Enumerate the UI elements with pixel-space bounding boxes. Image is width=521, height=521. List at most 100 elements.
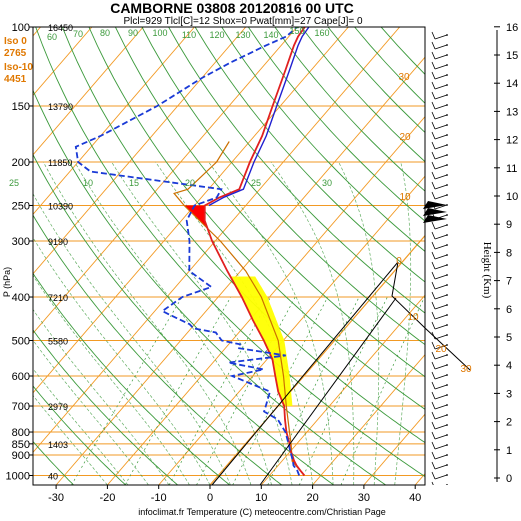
wind-barb-staff	[434, 124, 448, 130]
height-tick-label: 5	[506, 332, 512, 344]
pressure-tick-label: 850	[12, 439, 30, 451]
wind-barb-flag	[431, 81, 436, 90]
wind-barb-staff	[434, 184, 448, 190]
x-axis-label: infoclimat.fr Temperature (C) meteocentr…	[138, 507, 385, 517]
wind-barb-dot	[446, 164, 448, 166]
wind-barb-flag	[431, 161, 436, 170]
wind-barb-staff	[434, 374, 448, 380]
wind-barb-dot	[446, 334, 448, 336]
x-tick-label: 0	[207, 492, 213, 504]
pressure-tick-label: 900	[12, 450, 30, 462]
wind-barb-dot	[446, 344, 448, 346]
isotherm-label: 30	[460, 364, 472, 375]
sounding-curves	[74, 27, 310, 477]
wind-barb-pennant	[423, 201, 447, 209]
level-height-label: 13790	[48, 102, 73, 112]
wind-barb-flag	[431, 91, 436, 100]
wind-barb-flag	[431, 41, 436, 50]
wind-barb-dot	[446, 174, 448, 176]
wind-barb-dot	[446, 244, 448, 246]
moist-adiabat-line	[33, 394, 108, 485]
dry-adiabat-label: 80	[100, 28, 110, 38]
moist-adiabat-line	[33, 275, 190, 485]
wind-barb-staff	[434, 84, 448, 90]
isotherm-label: 30	[398, 72, 410, 83]
isotherm-line	[158, 175, 425, 485]
wind-barb-dot	[446, 114, 448, 116]
wind-barb-dot	[446, 214, 448, 216]
dry-adiabat-line	[221, 27, 425, 252]
wind-barb-staff	[434, 244, 448, 250]
wind-barb-flag	[431, 421, 436, 430]
x-tick-label: 10	[255, 492, 267, 504]
wind-barb-flag	[431, 141, 436, 150]
level-height-label: 2979	[48, 402, 68, 412]
mixing-ratio-line	[340, 296, 425, 485]
pressure-tick-label: 800	[12, 427, 30, 439]
dry-adiabat-label: 140	[263, 30, 278, 40]
moist-adiabat-line	[33, 339, 149, 485]
mixing-ratio-line	[196, 296, 296, 485]
wind-barb-dot	[446, 474, 448, 476]
wind-barb-flag	[431, 171, 436, 180]
dry-adiabat-label: 90	[128, 28, 138, 38]
wind-barb-dot	[446, 364, 448, 366]
wind-barb-staff	[434, 324, 448, 330]
wind-barb-staff	[434, 174, 448, 180]
wind-barb-flag	[431, 51, 436, 60]
wind-barb-staff	[434, 414, 448, 420]
wind-barb-flag	[431, 271, 436, 280]
wind-barb-flag	[431, 31, 436, 40]
isotherm-line	[107, 115, 425, 485]
height-tick-label: 11	[506, 163, 517, 175]
isotherm-line	[55, 56, 425, 485]
dry-adiabat-line	[354, 27, 425, 104]
wind-barb-flag	[431, 341, 436, 350]
wind-barb-flag	[431, 391, 436, 400]
height-tick-label: 10	[506, 191, 518, 203]
x-tick-label: -20	[99, 492, 115, 504]
x-tick-label: 40	[409, 492, 421, 504]
wind-barb-flag	[431, 231, 436, 240]
moist-adiabat-line	[33, 193, 231, 485]
wind-barb-staff	[434, 474, 448, 480]
hodograph-ring-line	[259, 297, 397, 486]
mixing-ratio-line	[267, 296, 360, 485]
wind-barb-flag	[431, 451, 436, 460]
dry-adiabat-line	[61, 27, 425, 444]
wind-barb-staff	[434, 164, 448, 170]
dry-adiabat-label: 160	[314, 28, 329, 38]
wind-barb-dot	[446, 274, 448, 276]
wind-barb-dot	[446, 124, 448, 126]
wind-barb-staff	[434, 154, 448, 160]
isotherm-line	[33, 27, 298, 334]
isotherm-line	[33, 27, 247, 275]
wind-barb-staff	[434, 144, 448, 150]
chart-title: CAMBORNE 03808 20120816 00 UTC	[110, 0, 354, 16]
wind-barb-staff	[434, 384, 448, 390]
isotherm-label: 20	[399, 132, 411, 143]
hodograph	[211, 261, 471, 486]
wind-barb-staff	[434, 114, 448, 120]
pressure-tick-label: 500	[12, 335, 30, 347]
height-tick-label: 1	[506, 445, 512, 457]
height-tick-label: 8	[506, 247, 512, 259]
level-height-label: 9190	[48, 237, 68, 247]
axes: -30 -20 -10 0 10 20 30 401001502002503004005006…	[4, 22, 518, 504]
wind-barb-dot	[446, 414, 448, 416]
freezing-level-label: Iso 0	[4, 36, 27, 47]
wind-barb-flag	[431, 351, 436, 360]
wind-barb-flag	[431, 281, 436, 290]
level-height-label: 11850	[48, 158, 72, 168]
level-height-label: 40	[48, 471, 58, 481]
wind-barb-staff	[434, 314, 448, 320]
isotherm-line	[33, 27, 401, 453]
isotherm-line	[260, 294, 425, 485]
wind-barb-staff	[434, 264, 448, 270]
wind-barb-staff	[434, 64, 448, 70]
wind-barb-staff	[434, 134, 448, 140]
wind-barb-staff	[434, 424, 448, 430]
dry-adiabat-line	[33, 385, 126, 485]
wind-barb-staff	[434, 464, 448, 470]
